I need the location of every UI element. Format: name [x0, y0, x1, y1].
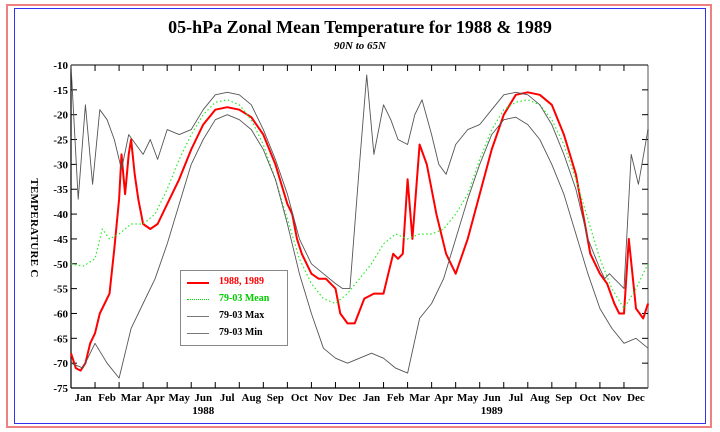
x-tick-label: May	[457, 392, 479, 404]
chart-subtitle: 90N to 65N	[334, 40, 386, 52]
x-tick-label: Nov	[602, 392, 621, 404]
y-tick-label: -40	[53, 209, 68, 221]
legend-swatch-mean	[187, 299, 209, 300]
legend: 1988, 1989 79-03 Mean 79-03 Max 79-03 Mi…	[180, 270, 288, 346]
x-tick-label: Mar	[121, 392, 142, 404]
x-tick-label: Aug	[242, 392, 262, 404]
y-tick-label: -20	[53, 110, 68, 122]
series-max	[70, 64, 649, 290]
year-label: 1988	[192, 405, 215, 417]
y-tick-label: -45	[53, 234, 68, 246]
year-label: 1989	[481, 405, 504, 417]
y-tick-label: -25	[53, 135, 68, 147]
y-tick-label: -60	[53, 308, 68, 320]
x-tick-label: Nov	[314, 392, 333, 404]
x-tick-label: Feb	[98, 392, 116, 404]
series-group	[70, 64, 649, 379]
inner-frame	[14, 8, 706, 424]
x-tick-label: Apr	[434, 392, 453, 404]
x-tick-label: Sep	[555, 392, 572, 404]
legend-swatch-min	[187, 333, 209, 334]
x-tick-label: Dec	[627, 392, 645, 404]
y-tick-label: -65	[53, 333, 68, 345]
x-tick-label: Jun	[483, 392, 501, 404]
x-tick-label: May	[168, 392, 190, 404]
x-tick-label: Oct	[291, 392, 308, 404]
axes	[70, 64, 649, 389]
y-tick-label: -30	[53, 159, 68, 171]
y-tick-label: -35	[53, 184, 68, 196]
legend-label-mean: 79-03 Mean	[219, 293, 270, 304]
x-tick-label: Feb	[387, 392, 405, 404]
tick-labels: -10 -15 -20 -25 -30 -35 -40 -45 -50 -55 -60 -65 -70 -…	[53, 60, 645, 417]
y-tick-label: -75	[53, 383, 68, 395]
x-tick-label: Oct	[579, 392, 596, 404]
legend-label-max: 79-03 Max	[219, 310, 265, 321]
y-tick-label: -70	[53, 358, 68, 370]
legend-label-min: 79-03 Min	[219, 327, 263, 338]
legend-item-mean: 79-03 Mean	[181, 293, 287, 307]
x-tick-label: Jan	[363, 392, 380, 404]
y-tick-label: -55	[53, 284, 68, 296]
y-tick-label: -15	[53, 85, 68, 97]
series-mean	[70, 99, 649, 310]
series-min	[70, 114, 649, 379]
x-tick-label: Jul	[508, 392, 523, 404]
legend-item-max: 79-03 Max	[181, 310, 287, 324]
x-tick-label: Jul	[220, 392, 235, 404]
legend-item-observed: 1988, 1989	[181, 276, 287, 290]
legend-swatch-max	[187, 316, 209, 317]
x-tick-label: Jun	[194, 392, 212, 404]
x-tick-label: Mar	[409, 392, 430, 404]
x-tick-label: Dec	[339, 392, 357, 404]
y-tick-label: -50	[53, 259, 68, 271]
series-observed	[70, 91, 649, 372]
legend-swatch-observed	[187, 282, 209, 284]
legend-label-observed: 1988, 1989	[219, 276, 264, 287]
x-tick-label: Aug	[530, 392, 550, 404]
x-tick-label: Jan	[74, 392, 91, 404]
outer-frame	[6, 4, 712, 428]
x-tick-label: Apr	[146, 392, 165, 404]
chart-title: 05-hPa Zonal Mean Temperature for 1988 &…	[168, 17, 552, 37]
x-tick-label: Sep	[267, 392, 284, 404]
legend-item-min: 79-03 Min	[181, 327, 287, 341]
y-tick-label: -10	[53, 60, 68, 72]
